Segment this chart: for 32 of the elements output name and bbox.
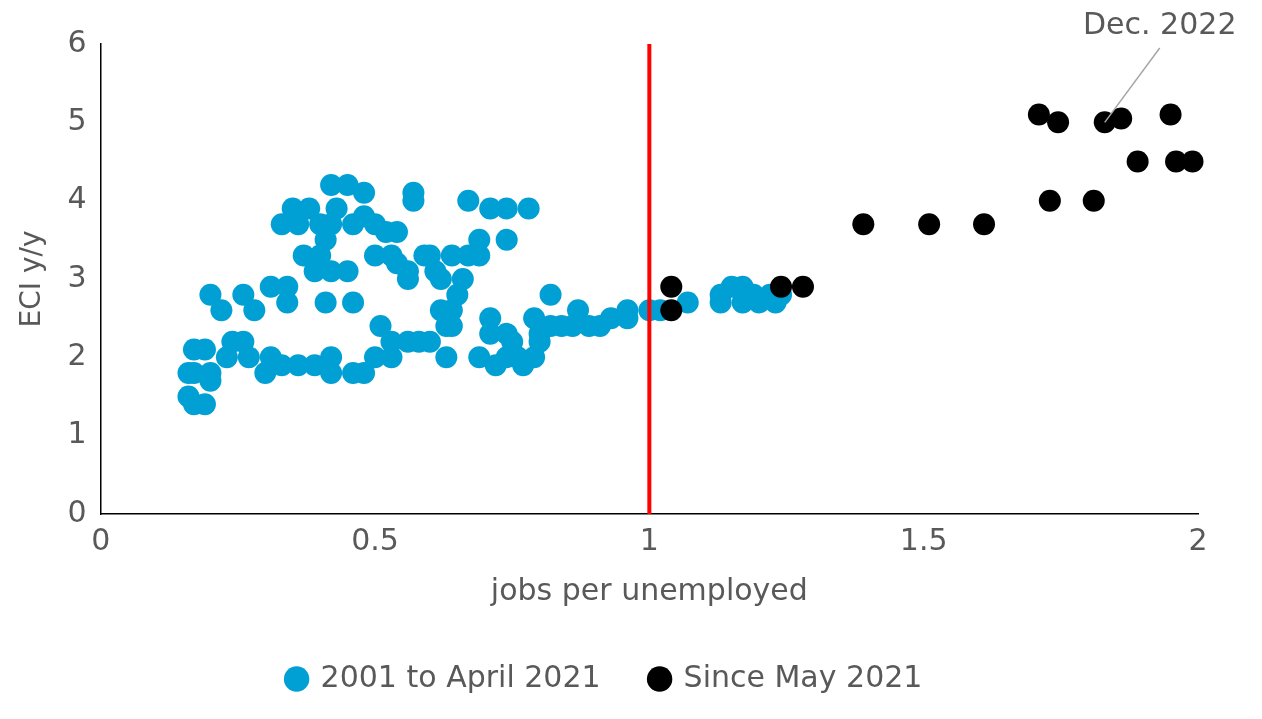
y-tick-label: 3 <box>67 258 87 294</box>
point <box>660 299 683 322</box>
legend-label: 2001 to April 2021 <box>320 658 601 694</box>
point <box>1181 150 1204 173</box>
point <box>918 213 941 236</box>
point <box>1126 150 1149 173</box>
y-tick-label: 4 <box>67 180 87 216</box>
y-tick-label: 1 <box>67 415 87 451</box>
x-tick-label: 2 <box>1188 521 1208 557</box>
point <box>973 213 996 236</box>
point <box>1027 103 1050 126</box>
annotation: Dec. 2022 <box>1082 5 1237 41</box>
y-tick-label: 6 <box>67 23 87 59</box>
legend-label: Since May 2021 <box>683 658 923 694</box>
x-tick-label: 0 <box>91 521 111 557</box>
y-tick-label: 0 <box>67 493 87 529</box>
point <box>660 275 683 298</box>
y-tick-label: 2 <box>67 337 87 373</box>
x-tick-label: 0.5 <box>351 521 399 557</box>
y-axis-title: ECI y/y <box>14 230 48 328</box>
point <box>1038 189 1061 212</box>
x-axis-title: jobs per unemployed <box>489 571 808 607</box>
point <box>1110 107 1133 130</box>
point <box>852 213 875 236</box>
x-tick-label: 1 <box>639 521 659 557</box>
point <box>1159 103 1182 126</box>
point <box>1047 111 1070 134</box>
point <box>1082 189 1105 212</box>
x-tick-label: 1.5 <box>899 521 948 557</box>
point <box>791 275 814 298</box>
point <box>770 275 793 298</box>
y-tick-label: 5 <box>67 102 87 138</box>
